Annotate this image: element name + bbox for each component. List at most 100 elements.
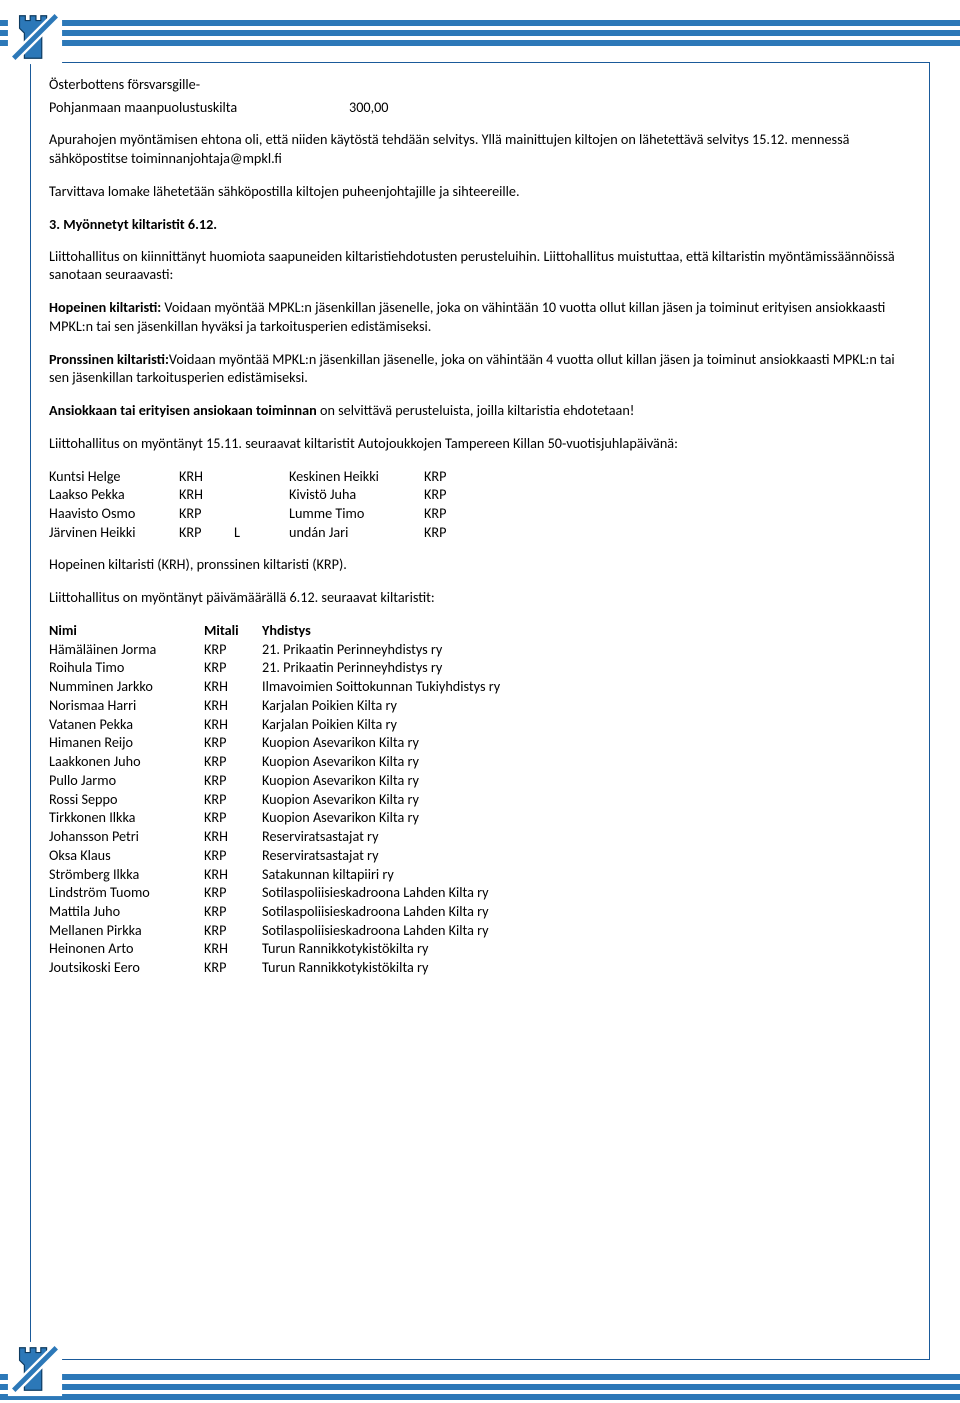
cell-name: Hämäläinen Jorma: [49, 640, 204, 659]
cell-name: Kuntsi Helge: [49, 467, 179, 486]
cell-medal: KRP: [204, 883, 262, 902]
cell-assoc: Ilmavoimien Soittokunnan Tukiyhdistys ry: [262, 677, 911, 696]
cell-name: Lumme Timo: [289, 504, 424, 523]
cell-assoc: Satakunnan kiltapiiri ry: [262, 865, 911, 884]
cell-name: Pullo Jarmo: [49, 771, 204, 790]
cell-assoc: Kuopion Asevarikon Kilta ry: [262, 790, 911, 809]
cell-medal: KRP: [424, 504, 474, 523]
cell-name: Tirkkonen Ilkka: [49, 808, 204, 827]
cell-name: Vatanen Pekka: [49, 715, 204, 734]
cell-medal: KRP: [204, 752, 262, 771]
table-row: Hämäläinen JormaKRP21. Prikaatin Perinne…: [49, 640, 911, 659]
table-header: Nimi Mitali Yhdistys: [49, 621, 911, 640]
cell-assoc: Kuopion Asevarikon Kilta ry: [262, 752, 911, 771]
cell-medal: KRP: [204, 733, 262, 752]
cell-assoc: Turun Rannikkotykistökilta ry: [262, 958, 911, 977]
cell-name: Numminen Jarkko: [49, 677, 204, 696]
table-row: Mattila JuhoKRPSotilaspoliisieskadroona …: [49, 902, 911, 921]
table-row: Strömberg IlkkaKRHSatakunnan kiltapiiri …: [49, 865, 911, 884]
cell-name: Roihula Timo: [49, 658, 204, 677]
cell-name: Laakso Pekka: [49, 485, 179, 504]
table-row: Tirkkonen IlkkaKRPKuopion Asevarikon Kil…: [49, 808, 911, 827]
cell-medal: KRH: [179, 467, 234, 486]
pronssinen-text: Voidaan myöntää MPKL:n jäsenkillan jäsen…: [49, 350, 895, 387]
cell-assoc: Reserviratsastajat ry: [262, 846, 911, 865]
table-row: Joutsikoski EeroKRPTurun Rannikkotykistö…: [49, 958, 911, 977]
cell-assoc: Sotilaspoliisieskadroona Lahden Kilta ry: [262, 883, 911, 902]
cell-medal: KRP: [204, 808, 262, 827]
list-item: Kuntsi HelgeKRH Keskinen HeikkiKRP: [49, 467, 911, 486]
cell-assoc: Karjalan Poikien Kilta ry: [262, 696, 911, 715]
cell-assoc: Turun Rannikkotykistökilta ry: [262, 939, 911, 958]
col-head-assoc: Yhdistys: [262, 621, 911, 640]
hopeinen-para: Hopeinen kiltaristi: Voidaan myöntää MPK…: [49, 298, 911, 335]
cell-medal: KRH: [204, 939, 262, 958]
list-item: Järvinen HeikkiKRPLundán JariKRP: [49, 523, 911, 542]
table-row: Oksa KlausKRPReserviratsastajat ry: [49, 846, 911, 865]
cell-medal: KRP: [204, 771, 262, 790]
cell-assoc: 21. Prikaatin Perinneyhdistys ry: [262, 640, 911, 659]
cell-medal: KRP: [204, 921, 262, 940]
stripe: [0, 20, 960, 26]
intro-line2: Pohjanmaan maanpuolustuskilta 300,00: [49, 98, 911, 117]
cell-assoc: Karjalan Poikien Kilta ry: [262, 715, 911, 734]
ansiokkaan-text: on selvittävä perusteluista, joilla kilt…: [317, 401, 635, 419]
table-row: Laakkonen JuhoKRPKuopion Asevarikon Kilt…: [49, 752, 911, 771]
cell-medal: KRH: [204, 715, 262, 734]
cell-name: Laakkonen Juho: [49, 752, 204, 771]
cell-medal: KRH: [204, 677, 262, 696]
cell-medal: KRP: [424, 467, 474, 486]
cell-medal: KRH: [204, 865, 262, 884]
pronssinen-para: Pronssinen kiltaristi:Voidaan myöntää MP…: [49, 350, 911, 387]
cell-medal: KRH: [179, 485, 234, 504]
list2: Hämäläinen Jorma KRP 21. Prikaatin Perinne…: [49, 640, 911, 977]
cell-assoc: Sotilaspoliisieskadroona Lahden Kilta ry: [262, 921, 911, 940]
hopeinen-label: Hopeinen kiltaristi:: [49, 298, 161, 316]
footer-stripes: [0, 1370, 960, 1400]
table-row: Heinonen ArtoKRHTurun Rannikkotykistökil…: [49, 939, 911, 958]
cell-name: Mellanen Pirkka: [49, 921, 204, 940]
table-row: Norismaa HarriKRHKarjalan Poikien Kilta …: [49, 696, 911, 715]
table-row: Johansson PetriKRHReserviratsastajat ry: [49, 827, 911, 846]
hopeinen-text: Voidaan myöntää MPKL:n jäsenkillan jäsen…: [49, 298, 885, 335]
list1: Kuntsi HelgeKRHKeskinen HeikkiKRPLaakso …: [49, 467, 911, 542]
legend: Hopeinen kiltaristi (KRH), pronssinen ki…: [49, 555, 911, 574]
cell-name: Oksa Klaus: [49, 846, 204, 865]
cell-medal: KRH: [204, 827, 262, 846]
cell-assoc: Kuopion Asevarikon Kilta ry: [262, 733, 911, 752]
intro-p1: Apurahojen myöntämisen ehtona oli, että …: [49, 130, 911, 167]
content-frame: Österbottens försvarsgille- Pohjanmaan m…: [30, 62, 930, 1360]
col-head-medal: Mitali: [204, 621, 262, 640]
cell-name: Kivistö Juha: [289, 485, 424, 504]
table-row: Pullo JarmoKRPKuopion Asevarikon Kilta r…: [49, 771, 911, 790]
cell-name: Joutsikoski Eero: [49, 958, 204, 977]
table-row: Himanen ReijoKRPKuopion Asevarikon Kilta…: [49, 733, 911, 752]
s3-p1: Liittohallitus on kiinnittänyt huomiota …: [49, 247, 911, 284]
cell-medal: KRP: [179, 523, 234, 542]
table-row: Numminen JarkkoKRHIlmavoimien Soittokunn…: [49, 677, 911, 696]
stripe: [0, 1384, 960, 1390]
intro-p2: Tarvittava lomake lähetetään sähköpostil…: [49, 182, 911, 201]
tower-icon: [6, 1340, 64, 1398]
list-item: Haavisto OsmoKRPLumme TimoKRP: [49, 504, 911, 523]
cell-name: Lindström Tuomo: [49, 883, 204, 902]
cell-medal: KRP: [424, 485, 474, 504]
list-item: Laakso PekkaKRH Kivistö JuhaKRP: [49, 485, 911, 504]
ansiokkaan-para: Ansiokkaan tai erityisen ansiokaan toimi…: [49, 401, 911, 420]
cell-name: Himanen Reijo: [49, 733, 204, 752]
intro-line1: Österbottens försvarsgille-: [49, 75, 911, 94]
cell-name: Johansson Petri: [49, 827, 204, 846]
cell-spacer: [234, 467, 289, 486]
cell-name: Keskinen Heikki: [289, 467, 424, 486]
cell-medal: KRP: [179, 504, 234, 523]
cell-spacer: [234, 485, 289, 504]
cell-name: Strömberg Ilkka: [49, 865, 204, 884]
cell-assoc: 21. Prikaatin Perinneyhdistys ry: [262, 658, 911, 677]
cell-medal: KRP: [204, 790, 262, 809]
col-head-name: Nimi: [49, 621, 204, 640]
cell-spacer: [234, 504, 289, 523]
stripe: [0, 30, 960, 36]
table-row: Mellanen PirkkaKRPSotilaspoliisieskadroo…: [49, 921, 911, 940]
cell-name: Heinonen Arto: [49, 939, 204, 958]
cell-assoc: Sotilaspoliisieskadroona Lahden Kilta ry: [262, 902, 911, 921]
